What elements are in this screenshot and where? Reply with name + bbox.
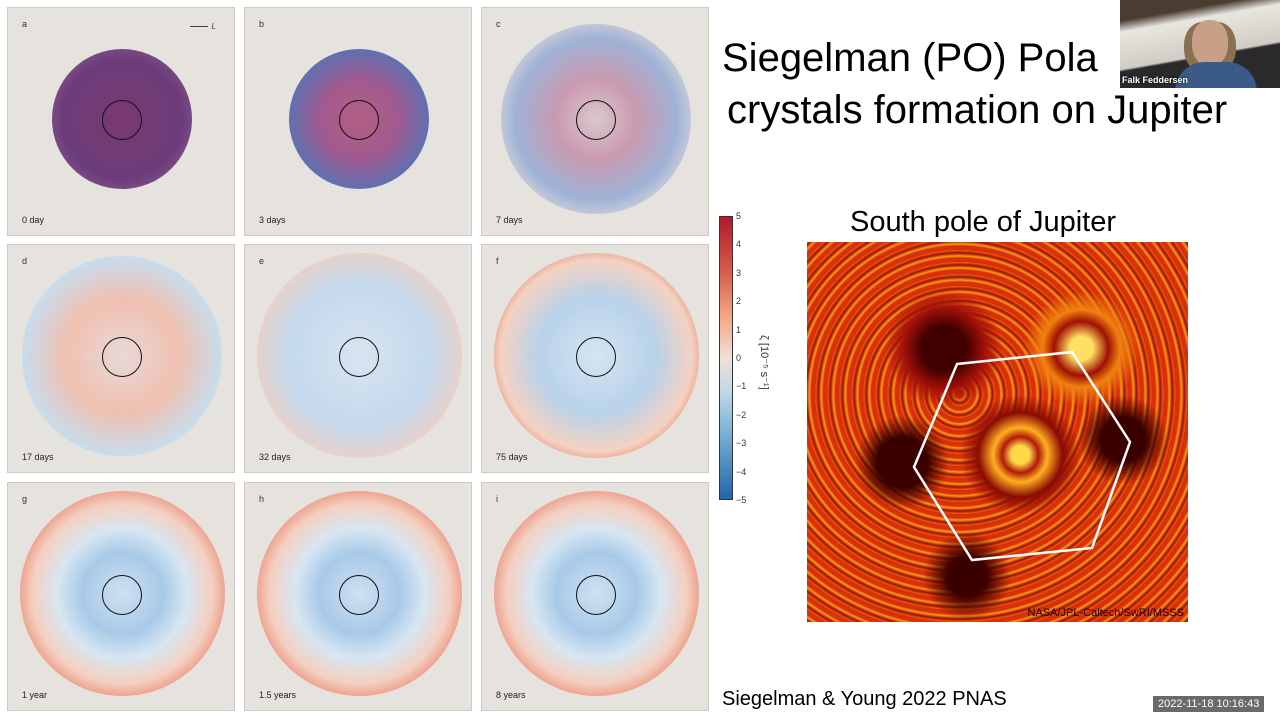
figure-panel-d: d 17 days: [7, 244, 235, 473]
jupiter-south-pole-image: NASA/JPL-Caltech/SwRI/MSSS: [807, 242, 1188, 622]
colorbar-tick: 0: [736, 353, 742, 363]
participant-name: Falk Feddersen: [1122, 75, 1189, 85]
colorbar-tick: 2: [736, 296, 742, 307]
reference-circle: [576, 99, 616, 140]
reference-circle: [339, 574, 379, 615]
panel-time: 1 year: [22, 690, 48, 700]
participant-head: [1192, 20, 1228, 66]
image-title: South pole of Jupiter: [850, 206, 1117, 238]
reference-circle: [102, 574, 142, 615]
colorbar-tick: 3: [736, 267, 742, 278]
image-credit: NASA/JPL-Caltech/SwRI/MSSS: [1027, 607, 1185, 619]
hexagon-overlay: [912, 350, 1132, 562]
participant-video[interactable]: Falk Feddersen: [1120, 0, 1280, 88]
panel-label: i: [496, 494, 498, 504]
panel-label: f: [496, 256, 499, 266]
figure-panel-b: b 3 days: [244, 7, 472, 236]
reference-circle: [102, 336, 142, 377]
colorbar-tick: −3: [736, 438, 747, 449]
colorbar-tick: 5: [736, 211, 742, 221]
figure-panel-c: c 7 days: [481, 7, 709, 236]
figure-panel-a: a 0 day L: [7, 7, 235, 236]
panel-label: g: [22, 494, 28, 504]
colorbar: [719, 216, 733, 500]
panel-label: c: [496, 19, 501, 29]
panel-label: e: [259, 256, 265, 266]
panel-label: b: [259, 19, 265, 29]
panel-time: 17 days: [22, 452, 54, 462]
reference: Siegelman & Young 2022 PNAS: [722, 688, 1007, 710]
reference-circle: [339, 99, 379, 140]
figure-panel-h: h 1.5 years: [244, 482, 472, 711]
colorbar-tick: 4: [736, 239, 742, 250]
figure-panel-f: f 75 days: [481, 244, 709, 473]
panel-label: d: [22, 256, 28, 266]
reference-circle: [339, 336, 379, 377]
scale-bar: L: [190, 22, 216, 31]
figure-panel-g: g 1 year: [7, 482, 235, 711]
timestamp: 2022-11-18 10:16:43: [1153, 696, 1265, 712]
panel-time: 0 day: [22, 215, 45, 225]
panel-time: 75 days: [496, 452, 528, 462]
colorbar-tick: −5: [736, 495, 747, 505]
panel-time: 7 days: [496, 215, 523, 225]
reference-circle: [576, 336, 616, 377]
figure-panel-i: i 8 years: [481, 482, 709, 711]
panel-time: 8 years: [496, 690, 526, 700]
panel-time: 3 days: [259, 215, 286, 225]
panel-time: 1.5 years: [259, 690, 297, 700]
reference-circle: [576, 574, 616, 615]
slide-title-line2: crystals formation on Jupiter: [727, 88, 1228, 132]
colorbar-tick: −2: [736, 409, 747, 420]
panel-time: 32 days: [259, 452, 291, 462]
slide-title-line1: Siegelman (PO) Pola: [722, 36, 1098, 80]
panel-label: h: [259, 494, 265, 504]
panel-label: a: [22, 19, 28, 29]
participant-body: [1175, 62, 1257, 88]
reference-circle: [102, 99, 142, 140]
colorbar-tick: 1: [736, 324, 742, 335]
colorbar-tick: −4: [736, 466, 747, 477]
figure-panel-e: e 32 days: [244, 244, 472, 473]
colorbar-tick: −1: [736, 381, 747, 392]
colorbar-label: ζ [10⁻⁵ s⁻¹]: [758, 335, 770, 390]
